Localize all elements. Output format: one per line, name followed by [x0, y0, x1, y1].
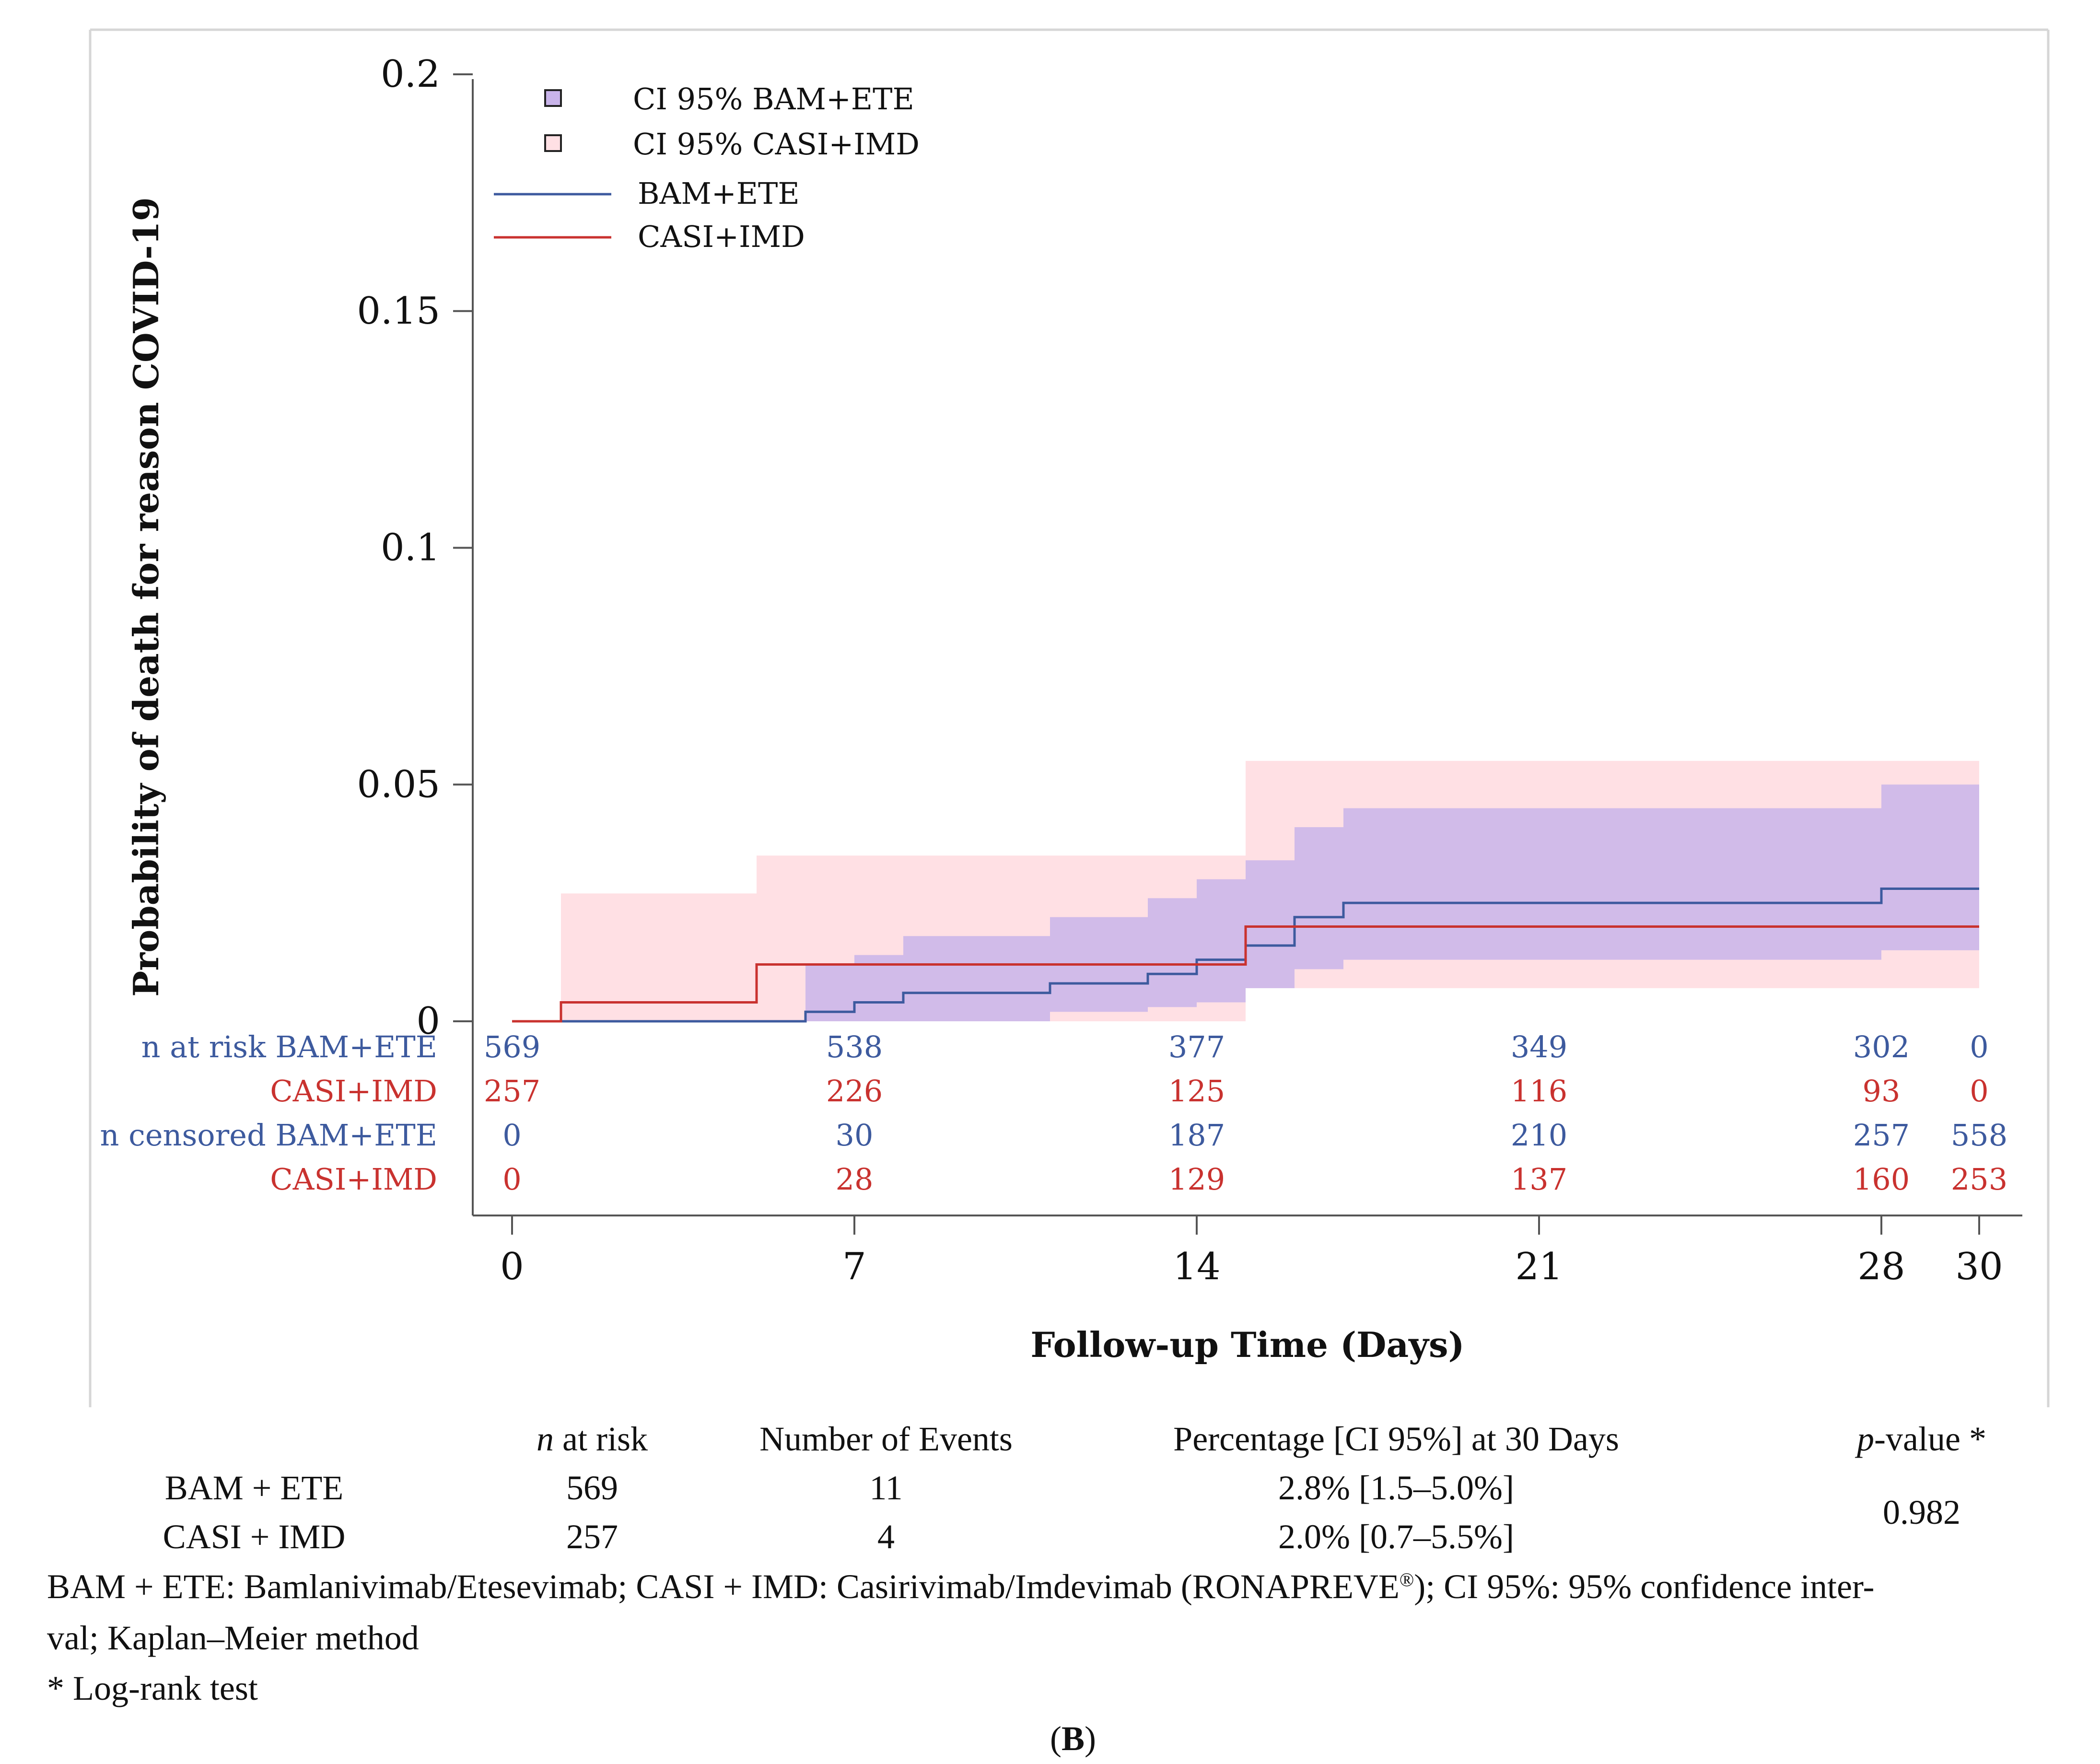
- x-ticks: 0 7 14 21 28 30: [500, 1215, 2003, 1288]
- summary-row-bam-events: 11: [869, 1469, 903, 1507]
- ci-band-bam-segment: [1246, 860, 1295, 988]
- risk-value: 116: [1511, 1074, 1567, 1109]
- risk-table: n at risk BAM+ETE 569 538 377 349 302 0 CASI+IM…: [100, 1029, 2008, 1197]
- risk-value: 129: [1168, 1162, 1225, 1197]
- summary-header-pvalue: p-value *: [1857, 1420, 1986, 1458]
- x-tick-label: 7: [842, 1245, 866, 1288]
- km-line-bam: [512, 888, 1979, 1023]
- risk-row-label: n at risk BAM+ETE: [141, 1029, 437, 1064]
- risk-row-label: CASI+IMD: [270, 1074, 437, 1109]
- legend: CI 95% BAM+ETE CI 95% CASI+IMD BAM+ETE C…: [494, 82, 920, 254]
- legend-label-bam: BAM+ETE: [638, 176, 800, 211]
- risk-value: 257: [1853, 1118, 1910, 1153]
- risk-value: 0: [502, 1118, 521, 1153]
- summary-row-bam-n: 569: [566, 1469, 618, 1507]
- x-tick-label: 21: [1515, 1245, 1563, 1288]
- summary-header-pct: Percentage [CI 95%] at 30 Days: [1173, 1420, 1619, 1458]
- summary-header-n: n at risk: [537, 1420, 648, 1458]
- y-tick-label: 0.05: [357, 763, 440, 806]
- risk-value: 187: [1168, 1118, 1225, 1153]
- ci-band-bam-segment: [903, 936, 1050, 1021]
- y-tick-label: 0.15: [357, 290, 440, 333]
- ci-band-bam-segment: [1343, 808, 1881, 960]
- ci-band-casi-segment: [561, 893, 757, 1021]
- summary-row-casi-pct: 2.0% [0.7–5.5%]: [1278, 1518, 1514, 1556]
- y-tick-label: 0.2: [381, 53, 440, 96]
- risk-value: 257: [484, 1074, 540, 1109]
- legend-swatch-ci-bam: [544, 89, 562, 107]
- y-tick-label: 0.1: [381, 526, 440, 570]
- y-tick-label: 0: [416, 1000, 440, 1043]
- summary-pvalue: 0.982: [1883, 1493, 1960, 1531]
- footnote-abbreviations: BAM + ETE: Bamlanivimab/Etesevimab; CASI…: [47, 1567, 1875, 1606]
- footnote-logrank: * Log-rank test: [47, 1669, 258, 1707]
- risk-value: 349: [1511, 1029, 1567, 1064]
- legend-label-ci-bam: CI 95% BAM+ETE: [633, 82, 914, 117]
- y-ticks: 0 0.05 0.1 0.15 0.2: [357, 53, 473, 1043]
- y-axis-title: Probability of death for reason COVID-19: [126, 197, 166, 997]
- summary-row-casi-events: 4: [877, 1518, 895, 1556]
- risk-value: 0: [502, 1162, 521, 1197]
- ci-band-bam-segment: [1295, 827, 1343, 970]
- legend-label-casi: CASI+IMD: [638, 219, 805, 254]
- risk-value: 210: [1511, 1118, 1567, 1153]
- summary-row-bam-pct: 2.8% [1.5–5.0%]: [1278, 1469, 1514, 1507]
- risk-value: 377: [1168, 1029, 1225, 1064]
- summary-row-casi-group: CASI + IMD: [163, 1518, 346, 1556]
- risk-value: 302: [1853, 1029, 1910, 1064]
- risk-value: 28: [836, 1162, 874, 1197]
- risk-value: 30: [836, 1118, 874, 1153]
- x-axis-title: Follow-up Time (Days): [1030, 1324, 1464, 1365]
- summary-row-casi-n: 257: [566, 1518, 618, 1556]
- ci-bands: [561, 760, 1979, 1021]
- km-lines: [512, 888, 1979, 1023]
- risk-value: 137: [1511, 1162, 1567, 1197]
- x-tick-label: 30: [1955, 1245, 2003, 1288]
- risk-value: 0: [1970, 1029, 1988, 1064]
- risk-value: 160: [1853, 1162, 1910, 1197]
- legend-swatch-ci-casi: [544, 134, 562, 152]
- ci-band-bam-segment: [854, 955, 903, 1021]
- legend-label-ci-casi: CI 95% CASI+IMD: [633, 127, 920, 162]
- x-tick-label: 28: [1857, 1245, 1905, 1288]
- risk-value: 0: [1970, 1074, 1988, 1109]
- risk-value: 253: [1951, 1162, 2007, 1197]
- x-tick-label: 14: [1173, 1245, 1220, 1288]
- risk-value: 569: [484, 1029, 540, 1064]
- x-tick-label: 0: [500, 1245, 524, 1288]
- ci-band-bam-segment: [1197, 879, 1246, 1003]
- summary-header-events: Number of Events: [759, 1420, 1013, 1458]
- ci-band-bam-segment: [1881, 784, 1979, 950]
- ci-band-bam-segment: [1148, 898, 1197, 1007]
- risk-value: 226: [826, 1074, 883, 1109]
- risk-row-label: CASI+IMD: [270, 1162, 437, 1197]
- risk-row-label: n censored BAM+ETE: [100, 1118, 438, 1153]
- panel-label: (B): [1050, 1719, 1096, 1758]
- risk-value: 125: [1168, 1074, 1225, 1109]
- risk-value: 558: [1951, 1118, 2007, 1153]
- km-line-casi: [512, 925, 1979, 1023]
- footnote-method: val; Kaplan–Meier method: [47, 1619, 419, 1657]
- risk-value: 93: [1863, 1074, 1901, 1109]
- summary-row-bam-group: BAM + ETE: [164, 1469, 344, 1507]
- risk-value: 538: [826, 1029, 883, 1064]
